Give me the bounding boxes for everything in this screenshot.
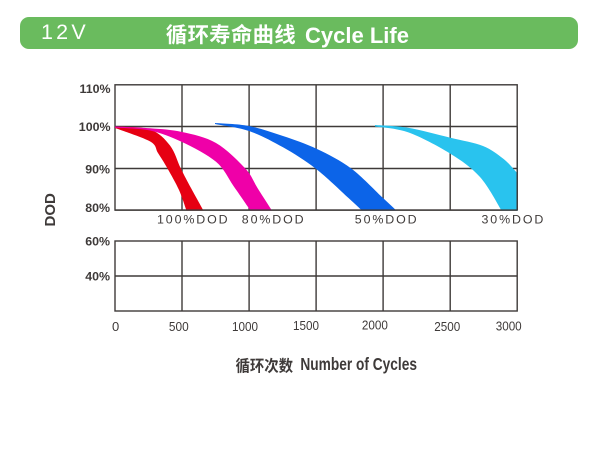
svg-text:80%DOD: 80%DOD <box>242 213 306 227</box>
svg-text:DOD: DOD <box>42 193 59 227</box>
svg-text:Number of Cycles: Number of Cycles <box>300 354 417 374</box>
svg-text:2000: 2000 <box>362 317 388 332</box>
svg-text:1000: 1000 <box>232 319 258 334</box>
svg-text:1500: 1500 <box>293 318 319 333</box>
svg-text:Cycle Life: Cycle Life <box>305 23 409 48</box>
svg-text:60%: 60% <box>85 234 110 248</box>
svg-text:80%: 80% <box>85 201 110 215</box>
svg-text:3000: 3000 <box>496 319 522 334</box>
svg-text:2500: 2500 <box>434 319 460 334</box>
svg-text:90%: 90% <box>85 162 110 176</box>
svg-text:30%DOD: 30%DOD <box>482 213 546 227</box>
svg-text:40%: 40% <box>85 270 110 284</box>
svg-text:110%: 110% <box>79 82 110 96</box>
svg-text:100%: 100% <box>79 120 111 134</box>
svg-text:50%DOD: 50%DOD <box>355 213 419 227</box>
svg-text:500: 500 <box>169 319 189 334</box>
svg-text:0: 0 <box>112 319 119 334</box>
svg-text:100%DOD: 100%DOD <box>157 213 230 227</box>
